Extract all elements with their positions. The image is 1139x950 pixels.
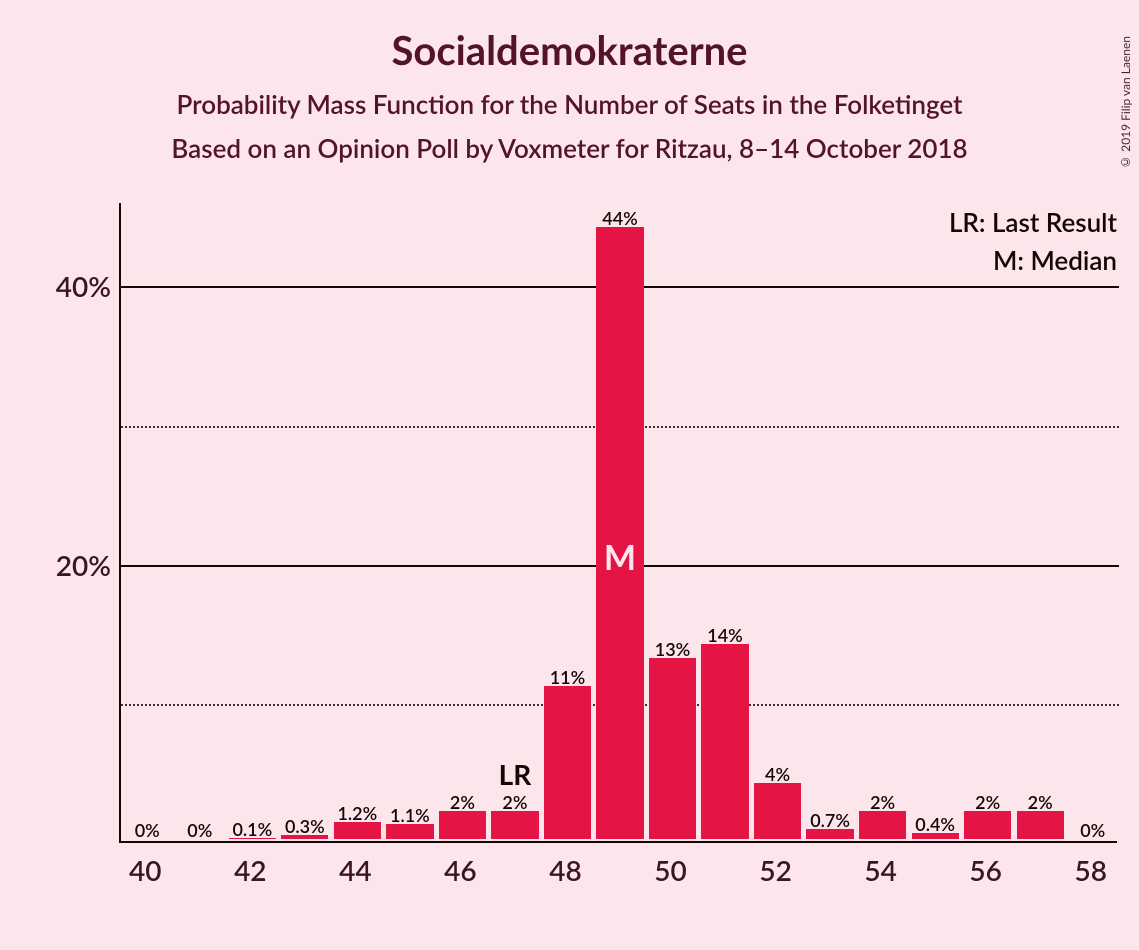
bar-value-label: 2% [975, 791, 1000, 813]
bar-value-label: 0.1% [232, 818, 272, 840]
bar-value-label: 0% [1080, 819, 1105, 841]
bar [386, 824, 433, 839]
plot-box: 0% 0% 0.1% 0.3% 1.2% 1.1% 2% 2% 11% 44% 13% 14% 4% 0.… [119, 203, 1117, 843]
x-axis-tick-label: 56 [969, 853, 1001, 887]
bar [334, 822, 381, 839]
chart-subtitle-1: Probability Mass Function for the Number… [0, 88, 1139, 120]
x-axis-tick-label: 50 [654, 853, 686, 887]
bar-value-label: 14% [707, 624, 742, 646]
bar-value-label: 0.3% [285, 815, 325, 837]
y-axis-tick-label: 40% [31, 269, 111, 303]
x-axis-tick-label: 42 [234, 853, 266, 887]
median-annotation: M [604, 537, 636, 578]
chart-title: Socialdemokraterne [0, 26, 1139, 74]
bar [964, 811, 1011, 839]
x-axis-tick-label: 58 [1074, 853, 1106, 887]
bar-value-label: 1.1% [390, 804, 430, 826]
bar-value-label: 0% [187, 819, 212, 841]
bar [439, 811, 486, 839]
bar-value-label: 44% [602, 207, 637, 229]
bar-value-label: 0.7% [810, 809, 850, 831]
chart-subtitle-2: Based on an Opinion Poll by Voxmeter for… [0, 132, 1139, 164]
x-axis-tick-label: 44 [339, 853, 371, 887]
bar-value-label: 2% [1028, 791, 1053, 813]
bar-value-label: 2% [450, 791, 475, 813]
bar-value-label: 13% [655, 638, 690, 660]
lr-annotation: LR [499, 757, 532, 791]
bar-value-label: 1.2% [337, 802, 377, 824]
bar [596, 227, 643, 839]
bar [701, 644, 748, 839]
x-axis-tick-label: 46 [444, 853, 476, 887]
x-axis-tick-label: 48 [549, 853, 581, 887]
bar-value-label: 0.4% [915, 813, 955, 835]
bar [754, 783, 801, 839]
bar [491, 811, 538, 839]
x-axis-tick-label: 40 [129, 853, 161, 887]
x-axis-tick-label: 52 [759, 853, 791, 887]
bar-value-label: 11% [550, 666, 585, 688]
y-axis-tick-label: 20% [31, 548, 111, 582]
bar-value-label: 2% [502, 791, 527, 813]
bar [544, 686, 591, 839]
bar-value-label: 2% [870, 791, 895, 813]
bar-value-label: 0% [135, 819, 160, 841]
bar [859, 811, 906, 839]
x-axis-tick-label: 54 [864, 853, 896, 887]
bar-value-label: 4% [765, 763, 790, 785]
copyright-text: © 2019 Filip van Laenen [1118, 36, 1133, 170]
bar [649, 658, 696, 839]
bar [1017, 811, 1064, 839]
chart-plot-area: 0% 0% 0.1% 0.3% 1.2% 1.1% 2% 2% 11% 44% 13% 14% 4% 0.… [119, 203, 1117, 843]
